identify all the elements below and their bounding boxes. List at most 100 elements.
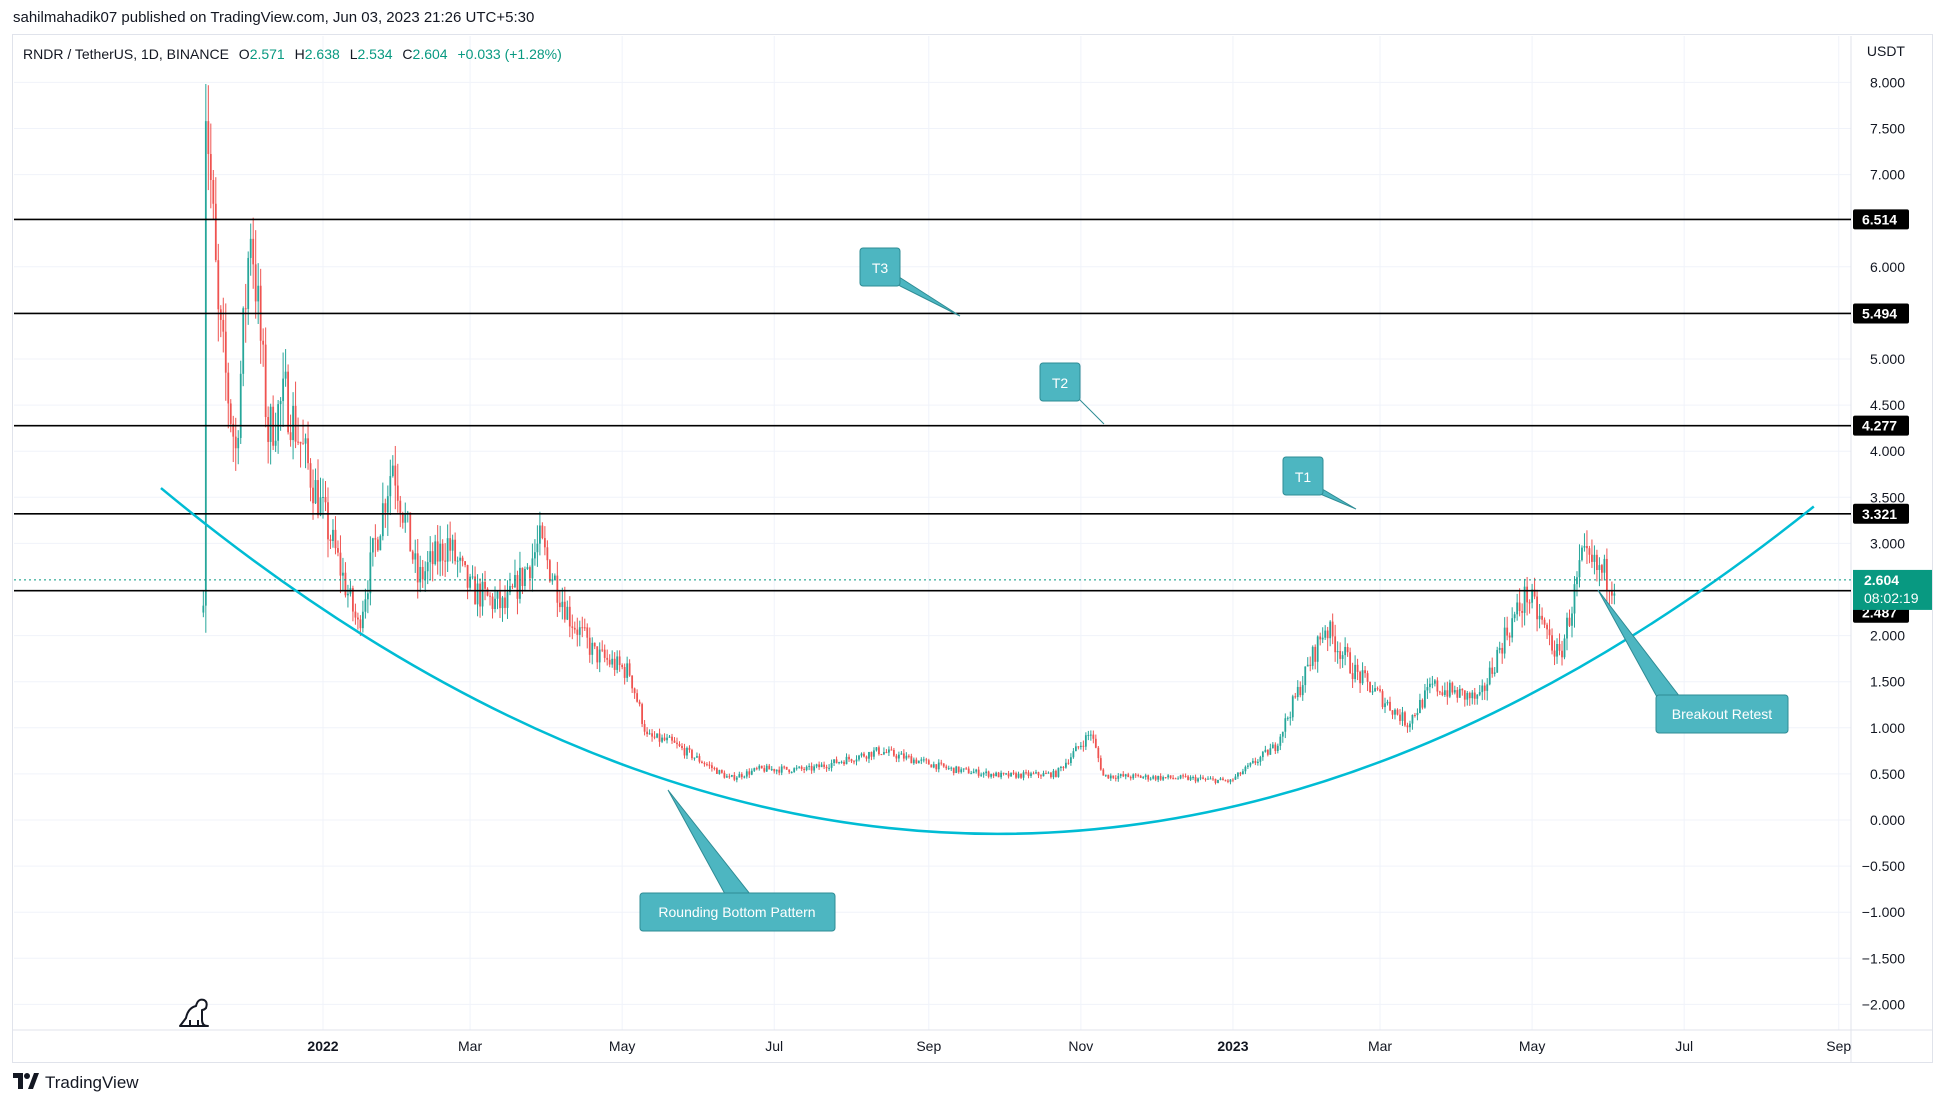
candle-body bbox=[738, 774, 741, 778]
candle-body bbox=[820, 764, 823, 768]
candle-body bbox=[352, 588, 354, 612]
candle-body bbox=[748, 771, 751, 775]
callout-breakout-retest[interactable]: Breakout Retest bbox=[1597, 589, 1789, 734]
candle-body bbox=[985, 771, 988, 774]
candle-body bbox=[917, 760, 920, 764]
candle-body bbox=[446, 538, 449, 562]
candle-body bbox=[1202, 777, 1204, 779]
candle-body bbox=[1261, 751, 1264, 758]
candle-body bbox=[1042, 773, 1045, 777]
candle-body bbox=[434, 541, 437, 565]
candle-body bbox=[1593, 554, 1596, 562]
chart-legend: RNDR / TetherUS, 1D, BINANCE O2.571 H2.6… bbox=[23, 46, 562, 62]
candle-body bbox=[828, 767, 830, 769]
horizontal-levels bbox=[14, 218, 1851, 592]
candle-body bbox=[855, 759, 858, 762]
candle-body bbox=[1112, 775, 1115, 778]
candle-body bbox=[1553, 650, 1556, 657]
candle-body bbox=[267, 417, 270, 442]
tradingview-footer[interactable]: TradingView bbox=[13, 1073, 139, 1093]
candle-body bbox=[1374, 688, 1376, 692]
candle-body bbox=[451, 539, 454, 551]
candle-body bbox=[1192, 777, 1194, 779]
candle-body bbox=[1217, 779, 1219, 783]
candle-body bbox=[1109, 775, 1112, 779]
candle-body bbox=[1197, 778, 1199, 782]
candle-body bbox=[534, 552, 536, 559]
candle-body bbox=[1256, 761, 1259, 763]
candle-body bbox=[990, 773, 993, 777]
candle-body bbox=[1369, 681, 1371, 693]
candle-body bbox=[536, 543, 539, 553]
candle-body bbox=[653, 736, 656, 738]
candle-body bbox=[247, 257, 250, 309]
candle-body bbox=[1446, 690, 1449, 697]
candle-body bbox=[728, 776, 731, 778]
candle-body bbox=[1426, 687, 1429, 691]
time-tick: Mar bbox=[458, 1038, 482, 1054]
candle-body bbox=[1079, 745, 1082, 748]
price-tick: 2.000 bbox=[1870, 628, 1905, 644]
candle-body bbox=[401, 513, 404, 523]
candle-body bbox=[1488, 667, 1491, 685]
candle-body bbox=[1508, 635, 1511, 638]
candle-body bbox=[1453, 690, 1456, 693]
candle-body bbox=[254, 264, 257, 302]
candle-body bbox=[703, 763, 706, 765]
candle-body bbox=[1087, 734, 1090, 736]
chart-grid bbox=[13, 36, 1932, 1062]
candle-body bbox=[962, 768, 965, 770]
candle-body bbox=[1139, 775, 1142, 778]
candle-body bbox=[1264, 749, 1267, 752]
callout-t3[interactable]: T3 bbox=[859, 247, 961, 317]
candle-body bbox=[1443, 690, 1446, 695]
candle-body bbox=[1306, 664, 1309, 667]
candle-body bbox=[1147, 775, 1150, 780]
chart-frame[interactable] bbox=[12, 34, 1933, 1063]
candle-body bbox=[603, 649, 606, 658]
candle-body bbox=[701, 761, 703, 764]
candle-body bbox=[1015, 773, 1017, 778]
candle-body bbox=[317, 480, 319, 516]
candle-body bbox=[217, 260, 220, 310]
callout-t2[interactable]: T2 bbox=[1039, 362, 1105, 425]
candle-body bbox=[504, 597, 506, 608]
candle-body bbox=[1546, 624, 1548, 630]
candle-body bbox=[1134, 774, 1137, 776]
candle-body bbox=[848, 756, 850, 760]
candle-body bbox=[1045, 773, 1047, 775]
price-tick: 4.000 bbox=[1870, 443, 1905, 459]
candle-body bbox=[558, 602, 561, 608]
candle-body bbox=[1169, 775, 1172, 778]
candle-body bbox=[740, 774, 743, 778]
candle-body bbox=[708, 764, 711, 766]
candle-body bbox=[312, 487, 314, 504]
candle-body bbox=[269, 406, 272, 442]
candle-body bbox=[1002, 772, 1005, 774]
candle-body bbox=[391, 465, 394, 477]
candle-body bbox=[1092, 734, 1095, 739]
candle-body bbox=[416, 553, 419, 583]
candle-body bbox=[421, 566, 424, 580]
candle-body bbox=[431, 551, 434, 565]
candle-body bbox=[566, 606, 569, 620]
candle-body bbox=[1124, 774, 1127, 777]
candle-body bbox=[1376, 688, 1379, 690]
callout-t1[interactable]: T1 bbox=[1282, 456, 1357, 510]
callout-rounding-bottom[interactable]: Rounding Bottom Pattern bbox=[639, 789, 836, 932]
candle-body bbox=[835, 759, 838, 764]
candle-body bbox=[910, 756, 913, 764]
price-tick: 7.500 bbox=[1870, 121, 1905, 137]
candle-body bbox=[1189, 777, 1192, 780]
candle-body bbox=[1104, 774, 1107, 776]
candle-body bbox=[1326, 630, 1329, 639]
candle-body bbox=[1601, 565, 1603, 573]
callout-t2-label: T2 bbox=[1052, 375, 1069, 391]
candle-body bbox=[1319, 636, 1322, 640]
time-tick: Sep bbox=[916, 1038, 941, 1054]
candle-body bbox=[1194, 777, 1197, 782]
candle-body bbox=[309, 463, 312, 488]
candle-body bbox=[1144, 775, 1147, 778]
dino-icon[interactable] bbox=[179, 998, 209, 1027]
